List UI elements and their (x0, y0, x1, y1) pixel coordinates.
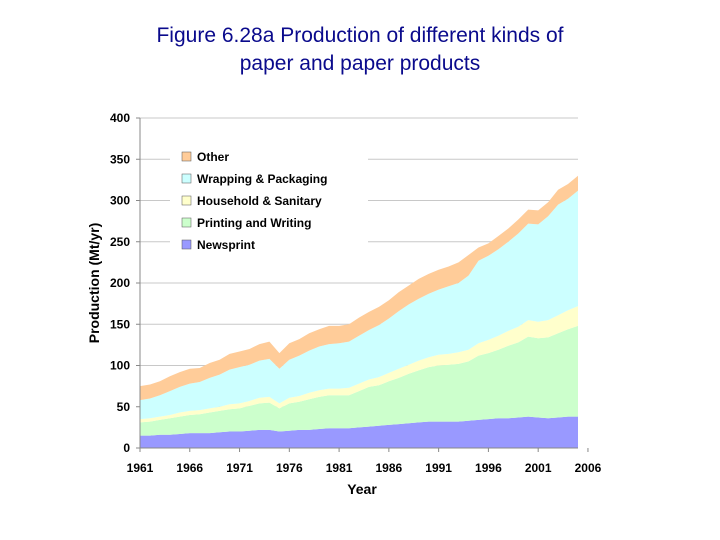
chart-title-line-1: Figure 6.28a Production of different kin… (156, 24, 564, 47)
y-axis-label: Production (Mt/yr) (86, 223, 102, 344)
y-tick-label-400: 400 (110, 111, 130, 125)
x-tick-label-1986: 1986 (376, 461, 403, 475)
legend-label-household-sanitary: Household & Sanitary (197, 194, 322, 208)
x-tick-label-1971: 1971 (226, 461, 253, 475)
y-tick-label-50: 50 (117, 400, 131, 414)
legend-swatch-wrapping-packaging (181, 173, 192, 184)
legend-swatch-newsprint (181, 239, 192, 250)
y-tick-label-350: 350 (110, 152, 130, 166)
legend-swatch-printing-and-writing (181, 217, 192, 228)
x-tick-label-1996: 1996 (475, 461, 502, 475)
y-tick-label-0: 0 (123, 441, 130, 455)
area-other (140, 175, 578, 401)
legend-label-wrapping-packaging: Wrapping & Packaging (197, 172, 327, 186)
y-tick-label-150: 150 (110, 317, 130, 331)
legend-swatch-household-sanitary (181, 195, 192, 206)
x-tick-label-1976: 1976 (276, 461, 303, 475)
legend-label-newsprint: Newsprint (197, 238, 255, 252)
y-tick-labels: 0 50 100 150 200 250 300 350 400 (110, 111, 140, 455)
y-tick-label-300: 300 (110, 194, 130, 208)
y-tick-label-100: 100 (110, 359, 130, 373)
area-printing-and-writing (140, 325, 578, 436)
x-tick-label-1991: 1991 (425, 461, 452, 475)
x-tick-label-1966: 1966 (176, 461, 203, 475)
legend-label-printing-and-writing: Printing and Writing (197, 216, 311, 230)
x-tick-label-1981: 1981 (326, 461, 353, 475)
area-wrapping-packaging (140, 190, 578, 420)
legend-swatch-other (181, 151, 192, 162)
y-tick-label-200: 200 (110, 276, 130, 290)
x-tick-label-2006: 2006 (575, 461, 602, 475)
area-series (140, 175, 578, 448)
x-tick-label-1961: 1961 (127, 461, 154, 475)
chart-title: Figure 6.28a Production of different kin… (0, 22, 720, 78)
chart-title-line-2: paper and paper products (239, 52, 481, 75)
x-tick-label-2001: 2001 (525, 461, 552, 475)
x-axis-label: Year (347, 481, 377, 497)
x-tick-labels: 1961 1966 1971 1976 1981 1986 1991 1996 2001 2006 (127, 448, 602, 475)
legend: Other Wrapping & Packaging Household & San… (170, 145, 368, 257)
legend-box (170, 145, 368, 257)
legend-label-other: Other (197, 150, 229, 164)
area-newsprint (140, 416, 578, 448)
y-tick-label-250: 250 (110, 235, 130, 249)
